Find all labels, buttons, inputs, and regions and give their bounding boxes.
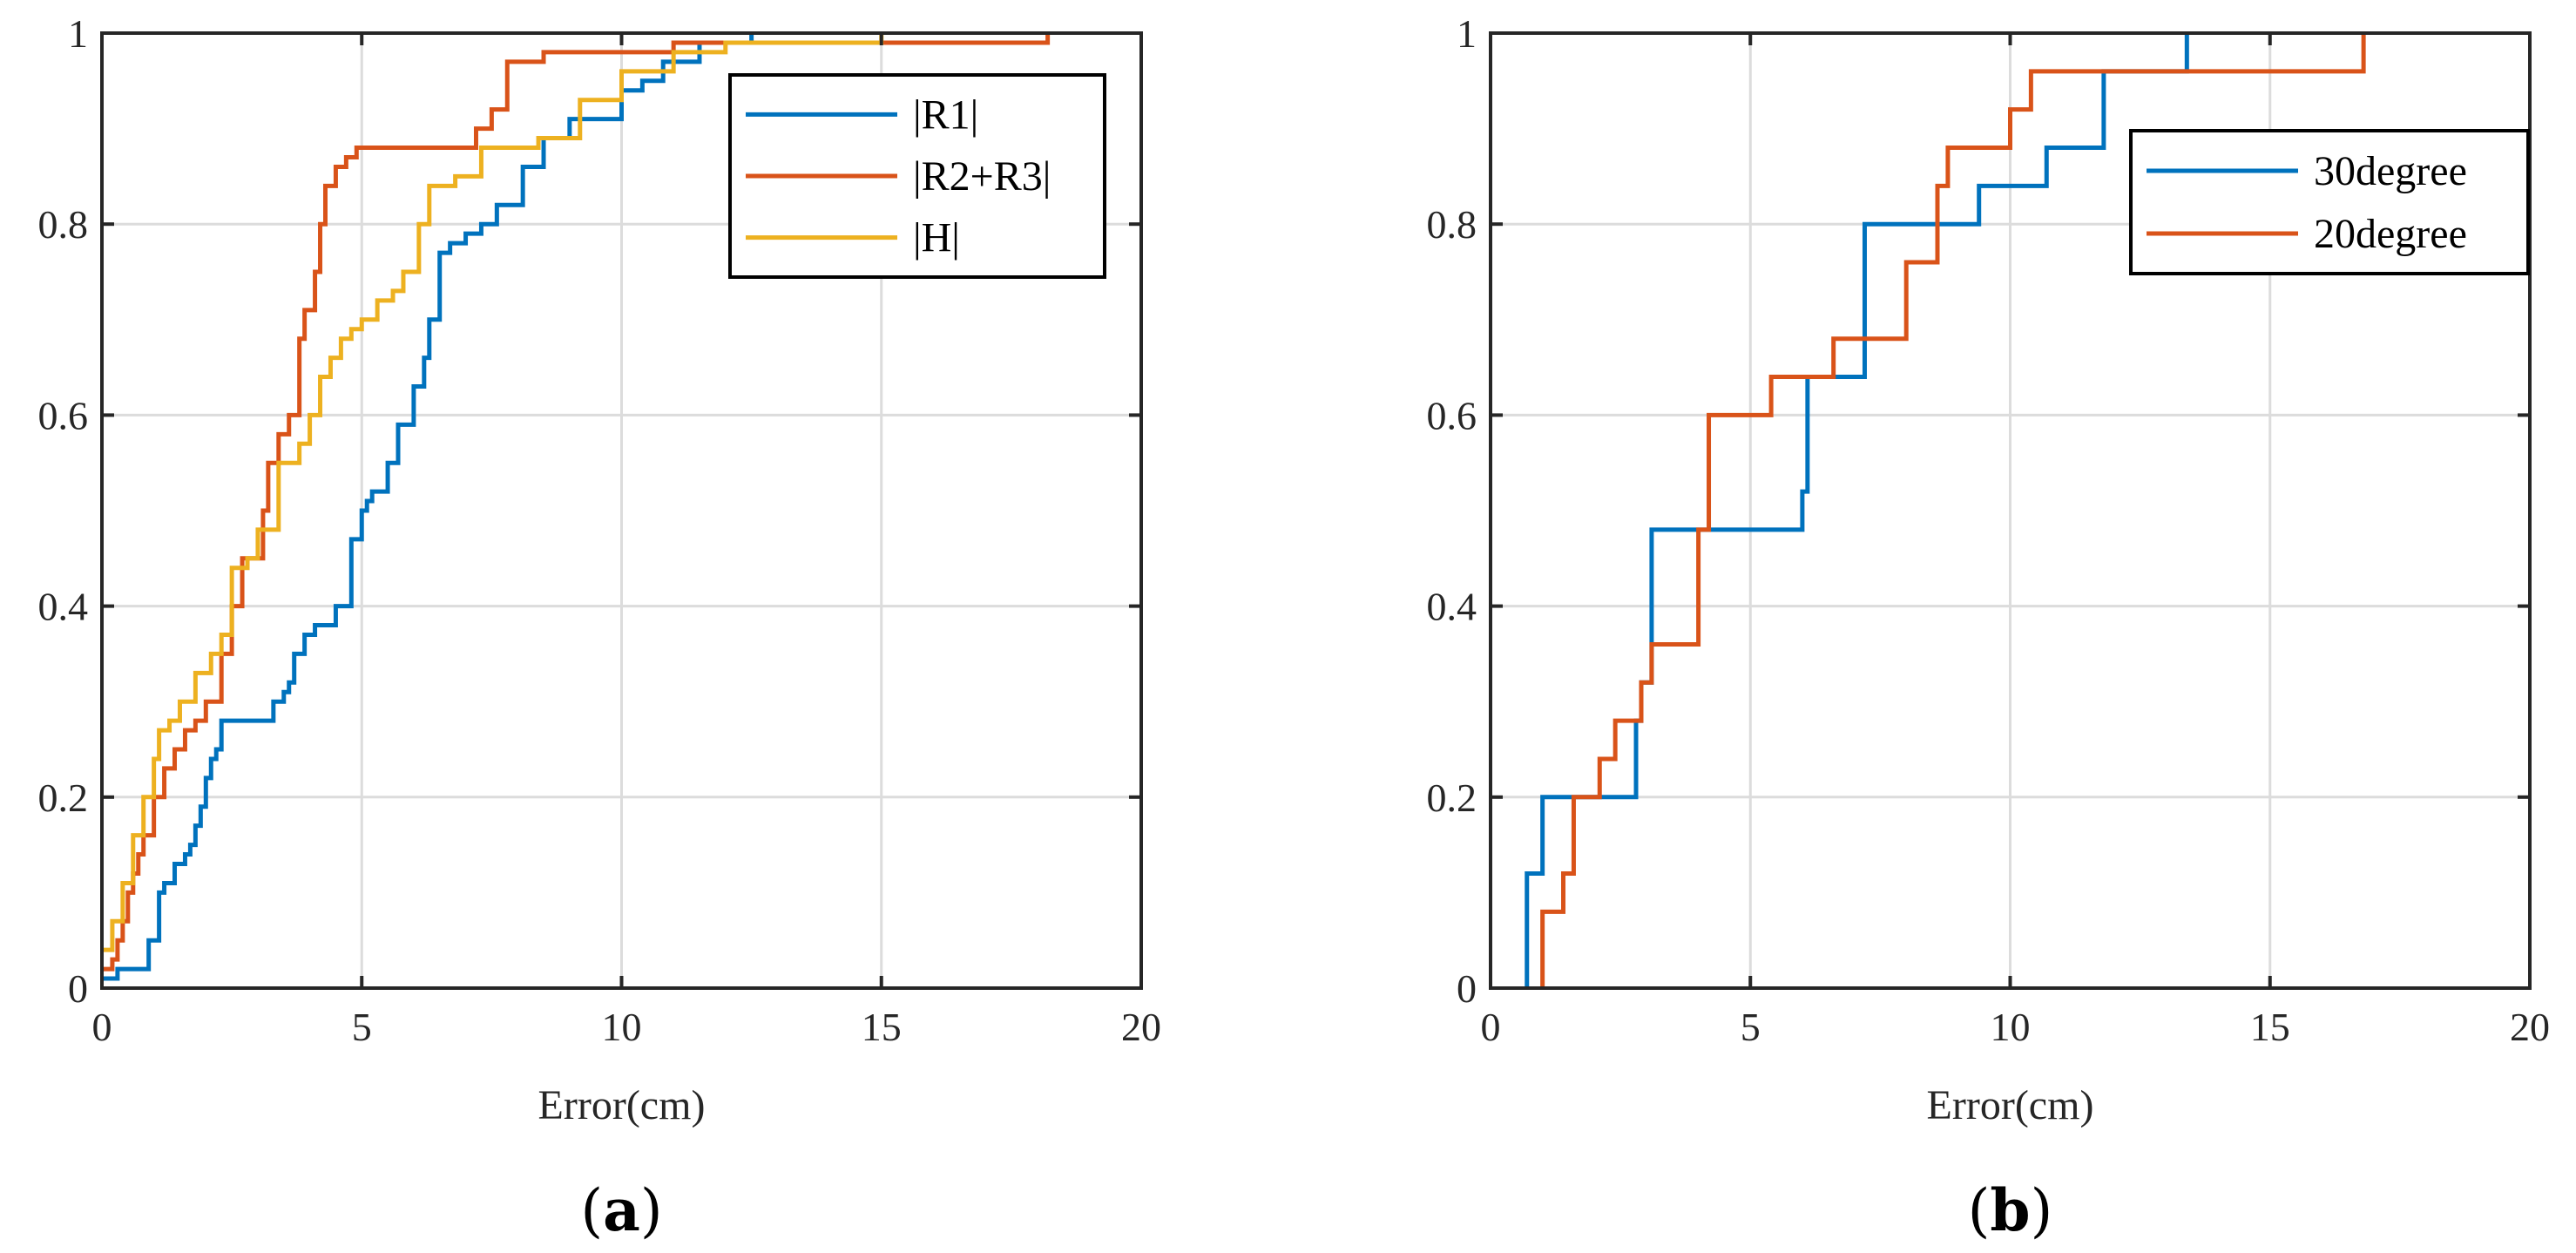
x-tick-label: 10 <box>602 1005 642 1049</box>
x-tick-label: 5 <box>352 1005 372 1049</box>
legend-label-1: |R1| <box>913 91 978 138</box>
y-tick-label: 1 <box>68 11 88 56</box>
legend-box <box>2129 129 2530 275</box>
legend-label-3: |H| <box>913 215 960 261</box>
panel-label: (a) <box>580 1176 662 1244</box>
y-tick-label: 0 <box>1457 966 1477 1011</box>
x-axis-label: Error(cm) <box>538 1082 706 1128</box>
legend: 30degree 20degree <box>2129 129 2530 275</box>
x-tick-label: 5 <box>1741 1005 1761 1049</box>
series-line-2 <box>1540 33 2366 988</box>
y-tick-label: 0.8 <box>38 202 89 247</box>
series-line-3 <box>102 33 884 952</box>
chart-panel-b: 0 5 10 15 20 0 0.2 0.4 0.6 0.8 1 Error(cm) (b) 30degr… <box>1427 11 2551 1244</box>
y-tick-label: 0.8 <box>1427 202 1477 247</box>
legend-label-2: |R2+R3| <box>913 153 1051 200</box>
series-line-2 <box>102 33 1051 972</box>
y-tick-label: 0.6 <box>38 393 89 437</box>
x-tick-label: 20 <box>2510 1005 2550 1049</box>
panel-label: (b) <box>1968 1176 2053 1244</box>
y-tick-label: 0 <box>68 966 88 1011</box>
x-axis-label: Error(cm) <box>1927 1082 2094 1128</box>
y-tick-label: 0.4 <box>1427 585 1477 629</box>
x-tick-label: 0 <box>1481 1005 1501 1049</box>
y-tick-label: 0.2 <box>38 776 89 820</box>
x-tick-label: 20 <box>1121 1005 1161 1049</box>
x-tick-label: 0 <box>92 1005 112 1049</box>
series-group <box>102 33 1051 981</box>
x-tick-label: 15 <box>862 1005 902 1049</box>
x-tick-label: 15 <box>2250 1005 2290 1049</box>
chart-panel-a: 0 5 10 15 2000.20.40.60.81Error(cm)(a)|R1||R… <box>38 11 1162 1244</box>
legend-label-2: 20degree <box>2314 211 2467 257</box>
y-tick-label: 0.4 <box>38 585 89 629</box>
y-tick-label: 0.2 <box>1427 776 1477 820</box>
series-line-1 <box>102 33 754 981</box>
x-tick-label: 10 <box>1991 1005 2031 1049</box>
series-line-1 <box>1525 33 2189 988</box>
y-tick-label: 0.6 <box>1427 393 1477 437</box>
legend: |R1| |R2+R3| |H| <box>728 73 1106 279</box>
legend-label-1: 30degree <box>2314 148 2467 194</box>
y-tick-label: 1 <box>1457 11 1477 56</box>
series-group <box>1525 33 2366 988</box>
